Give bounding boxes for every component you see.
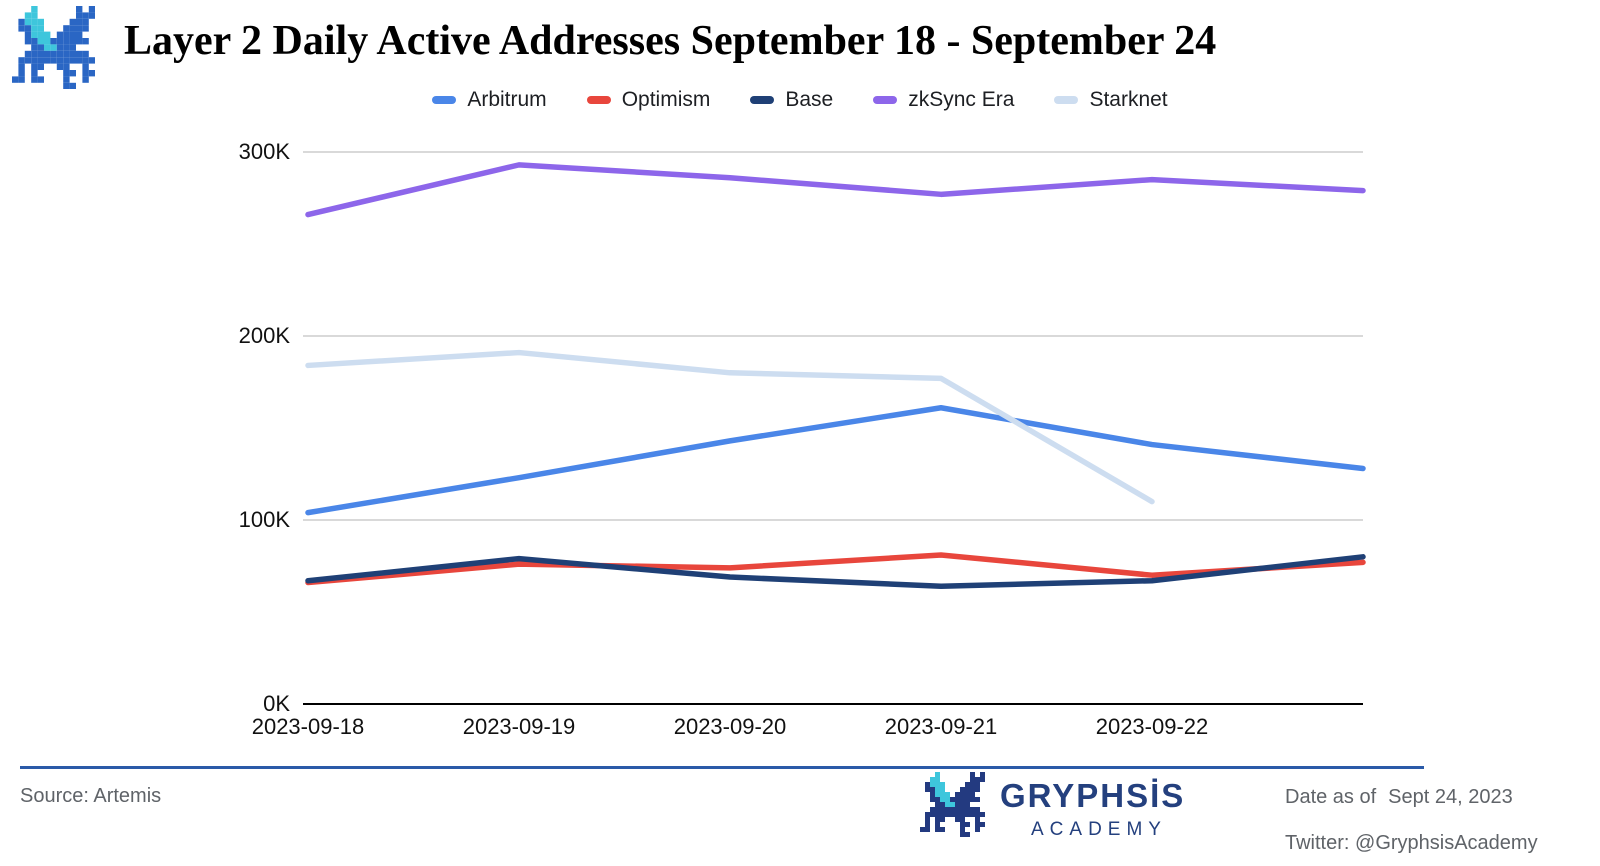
x-tick-label-2023-09-20: 2023-09-20 <box>673 714 787 739</box>
gryphsis-dragon-logo-small <box>920 772 985 842</box>
legend-swatch-base <box>750 96 775 104</box>
date-as-of: Date as of Sept 24, 2023 <box>1285 786 1513 809</box>
gryphsis-dragon-logo <box>12 6 96 94</box>
series-line-starknet <box>305 349 1155 505</box>
series-line-optimism <box>305 552 1366 586</box>
date-value: Sept 24, 2023 <box>1388 786 1513 808</box>
series-line-base <box>305 554 1366 589</box>
legend-item-optimism: Optimism <box>586 88 711 112</box>
legend-label-base: Base <box>785 88 834 111</box>
footer-divider <box>20 766 1424 769</box>
x-tick-label-2023-09-19: 2023-09-19 <box>462 714 576 739</box>
legend-swatch-zksync-era <box>873 96 898 104</box>
x-tick-label-2023-09-18: 2023-09-18 <box>251 714 365 739</box>
twitter-handle: Twitter: @GryphsisAcademy <box>1285 832 1538 854</box>
brand-wordmark: GRYPHSİS <box>1000 777 1186 814</box>
dragon-pixel-art <box>920 772 985 837</box>
legend-label-zksync-era: zkSync Era <box>908 88 1015 111</box>
series-line-arbitrum <box>305 405 1366 516</box>
legend-swatch-optimism <box>586 96 611 104</box>
y-tick-label-0K: 0K <box>263 691 290 716</box>
date-label: Date as of <box>1285 786 1377 808</box>
x-tick-label-2023-09-22: 2023-09-22 <box>1095 714 1209 739</box>
chart-legend: Arbitrum Optimism Base zkSync Era Starknet <box>0 88 1600 112</box>
brand-subtitle: ACADEMY <box>1031 819 1167 840</box>
dragon-pixel-art <box>12 6 96 90</box>
legend-swatch-starknet <box>1054 96 1079 104</box>
legend-swatch-arbitrum <box>432 96 457 104</box>
series-line-zksync-era <box>305 162 1366 218</box>
y-tick-label-300K: 300K <box>238 139 290 164</box>
legend-item-base: Base <box>750 88 833 112</box>
x-tick-label-2023-09-21: 2023-09-21 <box>884 714 998 739</box>
legend-item-starknet: Starknet <box>1054 88 1168 112</box>
source-label: Source: Artemis <box>20 785 162 807</box>
legend-label-starknet: Starknet <box>1089 88 1168 111</box>
chart-title: Layer 2 Daily Active Addresses September… <box>124 18 1217 64</box>
legend-item-arbitrum: Arbitrum <box>432 88 547 112</box>
legend-item-zksync-era: zkSync Era <box>873 88 1014 112</box>
legend-label-optimism: Optimism <box>621 88 711 111</box>
y-tick-label-100K: 100K <box>238 507 290 532</box>
y-tick-label-200K: 200K <box>238 323 290 348</box>
legend-label-arbitrum: Arbitrum <box>467 88 547 111</box>
